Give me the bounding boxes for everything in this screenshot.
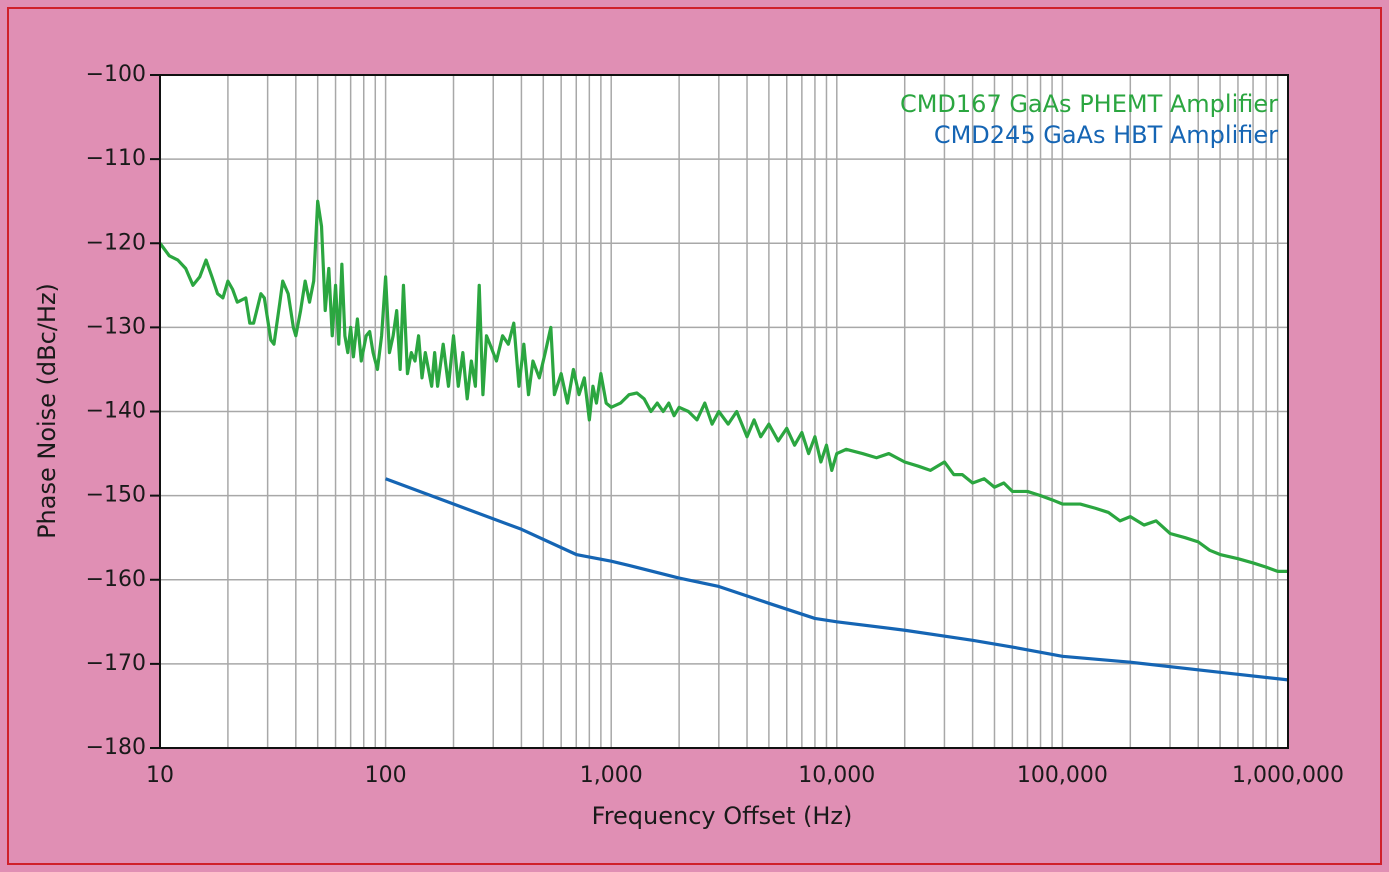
x-tick-label: 100 [365,763,407,788]
y-tick-label: −120 [86,230,146,255]
lines [158,199,1289,682]
y-tick-label: −110 [86,146,146,171]
y-tick-label: −170 [86,651,146,676]
series-line [158,199,1288,573]
y-axis-title: Phase Noise (dBc/Hz) [33,283,61,539]
legend-entry: CMD167 GaAs PHEMT Amplifier [900,90,1278,118]
x-tick-label: 100,000 [1017,763,1108,788]
grid [159,74,1289,749]
y-tick-label: −150 [86,483,146,508]
y-tick-label: −100 [86,62,146,87]
legend-entry: CMD245 GaAs HBT Amplifier [934,121,1278,149]
y-tick-label: −160 [86,567,146,592]
x-tick-label: 10 [146,763,174,788]
frame [7,7,1382,865]
x-tick-label: 1,000,000 [1232,763,1344,788]
x-axis-title: Frequency Offset (Hz) [592,802,853,830]
series-line [385,477,1289,682]
y-tick-label: −140 [86,399,146,424]
y-tick-label: −130 [86,314,146,339]
x-tick-label: 10,000 [798,763,875,788]
x-tick-label: 1,000 [580,763,643,788]
y-tick-label: −180 [86,735,146,760]
